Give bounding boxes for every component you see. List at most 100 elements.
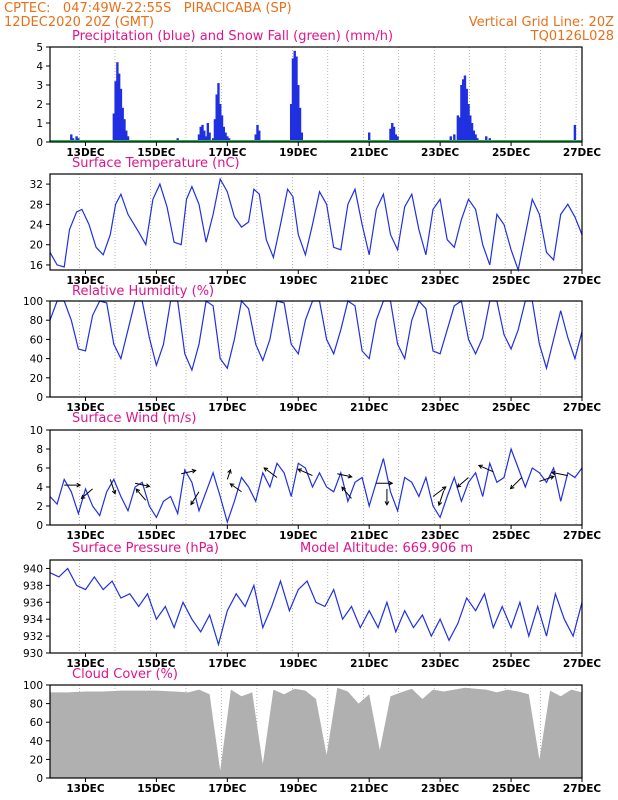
precip-bar — [472, 130, 476, 142]
x-tick-label: 13DEC — [66, 275, 105, 287]
wind-arrow — [551, 471, 568, 477]
header-model-code: TQ0126L028 — [530, 29, 614, 44]
precip-bar — [291, 58, 295, 142]
series-line — [49, 177, 583, 273]
wind-arrow-head — [111, 489, 117, 495]
x-tick-label: 25DEC — [492, 783, 531, 795]
wind-arrow — [190, 491, 200, 505]
y-tick-label: 2 — [36, 501, 43, 513]
wind-arrow — [341, 486, 352, 499]
x-tick-label: 15DEC — [137, 658, 176, 670]
precip-bar — [396, 136, 399, 142]
precip-bar — [392, 126, 396, 142]
x-tick-label: 17DEC — [208, 530, 247, 542]
precip-bar — [126, 136, 130, 142]
precip-bar — [258, 130, 261, 142]
precip-bar — [112, 113, 116, 142]
wind-arrow-head — [437, 501, 443, 507]
precip-bar — [467, 104, 470, 142]
x-tick-label: 13DEC — [66, 783, 105, 795]
x-tick-label: 19DEC — [279, 275, 318, 287]
panel-2: 16 20 24 28 32 13DEC 15DEC 17DEC 19DEC 21DEC 23DEC… — [30, 173, 602, 287]
precip-bar — [474, 134, 477, 142]
y-tick-label: 0 — [36, 773, 43, 785]
wind-arrow — [181, 470, 196, 475]
x-tick-label: 25DEC — [492, 275, 531, 287]
precip-bar — [254, 134, 257, 142]
y-tick-label: 936 — [23, 597, 43, 609]
precip-bar — [204, 136, 208, 142]
precip-bar — [456, 115, 460, 142]
x-tick-label: 27DEC — [563, 275, 602, 287]
header-run-time: 12DEC2020 20Z (GMT) — [4, 15, 154, 30]
x-tick-label: 21DEC — [350, 402, 389, 414]
y-tick-label: 4 — [36, 482, 43, 494]
y-tick-label: 3 — [36, 80, 43, 92]
y-tick-label: 932 — [23, 631, 43, 643]
precip-bar — [219, 104, 222, 142]
panel-4: 0 2 4 6 8 10 13DEC 15DEC 17DEC 19DEC 21DEC 23DEC 25D… — [30, 425, 602, 542]
x-tick-label: 15DEC — [137, 783, 176, 795]
wind-arrow-head — [509, 484, 515, 490]
y-tick-label: 940 — [23, 563, 43, 575]
x-tick-label: 17DEC — [208, 783, 247, 795]
panel-frame — [49, 429, 583, 526]
x-tick-label: 13DEC — [66, 658, 105, 670]
x-tick-label: 19DEC — [279, 530, 318, 542]
precip-bar — [70, 134, 73, 142]
y-tick-label: 5 — [36, 42, 43, 54]
x-tick-label: 21DEC — [350, 530, 389, 542]
x-tick-label: 19DEC — [279, 783, 318, 795]
wind-arrow — [539, 476, 554, 482]
precip-bar — [217, 83, 220, 142]
wind-arrow-head — [80, 494, 86, 500]
y-tick-label: 2 — [36, 99, 43, 111]
wind-arrow-head — [191, 468, 197, 474]
wind-arrow — [109, 479, 116, 494]
x-tick-label: 19DEC — [279, 402, 318, 414]
precip-bar — [458, 117, 461, 142]
wind-arrow — [337, 473, 352, 478]
panel-3: 0 20 40 60 80 100 13DEC 15DEC 17DEC 19DEC 21DEC 23D… — [23, 296, 601, 414]
x-tick-label: 13DEC — [66, 147, 105, 159]
panel-frame — [49, 46, 583, 143]
precip-bar — [297, 85, 300, 142]
precip-bar — [368, 132, 371, 142]
wind-arrow-head — [456, 483, 462, 488]
y-tick-label: 24 — [30, 220, 44, 232]
x-tick-label: 19DEC — [279, 147, 318, 159]
precip-title: Precipitation (blue) and Snow Fall (gree… — [72, 29, 393, 44]
x-tick-label: 25DEC — [492, 530, 531, 542]
x-tick-label: 15DEC — [137, 402, 176, 414]
wind-arrow — [81, 488, 93, 499]
panel-frame — [49, 300, 583, 398]
wind-arrow — [510, 477, 523, 490]
x-tick-label: 13DEC — [66, 530, 105, 542]
panel-frame — [49, 559, 583, 654]
precip-bar — [117, 73, 121, 142]
y-tick-label: 60 — [30, 334, 43, 346]
precip-bar — [485, 136, 488, 142]
precip-bar — [394, 134, 397, 142]
precip-bar — [125, 130, 128, 142]
precip-bar — [119, 88, 123, 142]
y-tick-label: 8 — [36, 444, 43, 456]
y-tick-label: 938 — [23, 580, 43, 592]
precip-bar — [461, 79, 465, 142]
y-tick-label: 0 — [36, 392, 43, 404]
series-line — [49, 446, 583, 525]
wind-arrow-head — [190, 500, 195, 506]
precip-bar — [203, 130, 206, 142]
x-tick-label: 23DEC — [421, 147, 460, 159]
y-tick-label: 0 — [36, 137, 43, 149]
precip-bar — [226, 136, 229, 142]
precip-bar — [295, 56, 298, 142]
precip-bar — [208, 132, 211, 142]
x-tick-label: 13DEC — [66, 402, 105, 414]
x-tick-label: 21DEC — [350, 658, 389, 670]
wind-arrow-head — [76, 482, 82, 488]
y-tick-label: 40 — [30, 354, 43, 366]
x-tick-label: 17DEC — [208, 402, 247, 414]
wind-arrow — [135, 488, 147, 501]
